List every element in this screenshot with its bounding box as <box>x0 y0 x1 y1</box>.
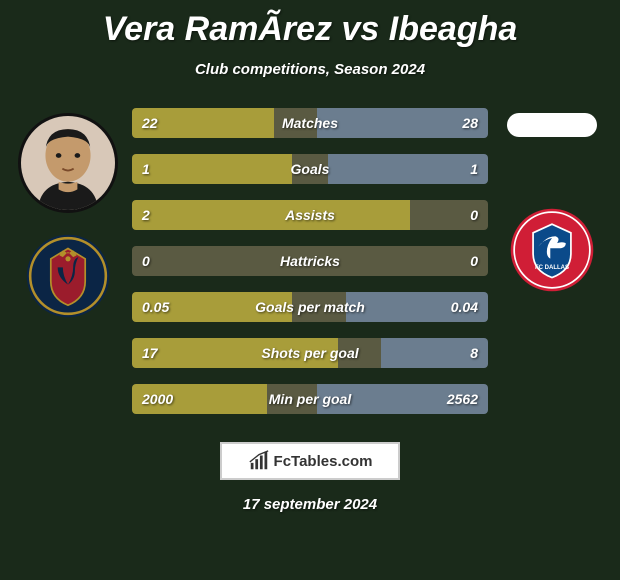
player-left-club-logo <box>25 233 111 319</box>
stat-value-left: 2000 <box>142 391 173 407</box>
svg-text:FC DALLAS: FC DALLAS <box>535 265 569 271</box>
stat-value-right: 2562 <box>447 391 478 407</box>
player-right-photo-placeholder <box>507 113 597 137</box>
stat-value-left: 2 <box>142 207 150 223</box>
stat-label: Hattricks <box>280 253 340 269</box>
stat-value-right: 0.04 <box>451 299 478 315</box>
stat-row: Hattricks 0 0 <box>132 246 488 276</box>
footer-brand-badge: FcTables.com <box>220 442 400 480</box>
left-column <box>8 108 128 414</box>
stat-value-right: 28 <box>462 115 478 131</box>
stat-value-left: 0.05 <box>142 299 169 315</box>
player-right-club-logo: FC DALLAS <box>509 207 595 293</box>
stat-row: Goals 1 1 <box>132 154 488 184</box>
stat-value-right: 8 <box>470 345 478 361</box>
stat-value-right: 0 <box>470 207 478 223</box>
stat-row: Assists 2 0 <box>132 200 488 230</box>
player-left-photo <box>18 113 118 213</box>
stat-bar-right <box>328 154 488 184</box>
stat-value-left: 1 <box>142 161 150 177</box>
stat-row: Min per goal 2000 2562 <box>132 384 488 414</box>
stat-value-left: 17 <box>142 345 158 361</box>
comparison-content: Matches 22 28 Goals 1 1 Assists 2 0 Hattricks 0 0 Go… <box>0 108 620 414</box>
stat-bar-left <box>132 154 292 184</box>
stat-label: Goals <box>291 161 330 177</box>
footer-date: 17 september 2024 <box>0 496 620 513</box>
stat-row: Goals per match 0.05 0.04 <box>132 292 488 322</box>
stat-value-left: 0 <box>142 253 150 269</box>
footer-brand-text: FcTables.com <box>274 453 373 470</box>
stat-label: Assists <box>285 207 335 223</box>
stat-value-right: 0 <box>470 253 478 269</box>
stat-label: Min per goal <box>269 391 351 407</box>
stat-label: Matches <box>282 115 338 131</box>
stat-value-left: 22 <box>142 115 158 131</box>
stat-bar-left <box>132 200 410 230</box>
stat-label: Goals per match <box>255 299 365 315</box>
stat-value-right: 1 <box>470 161 478 177</box>
stat-row: Matches 22 28 <box>132 108 488 138</box>
stats-column: Matches 22 28 Goals 1 1 Assists 2 0 Hattricks 0 0 Go… <box>128 108 492 414</box>
right-column: FC DALLAS <box>492 108 612 414</box>
chart-icon <box>248 450 270 472</box>
stat-row: Shots per goal 17 8 <box>132 338 488 368</box>
page-title: Vera RamÃ­rez vs Ibeagha <box>0 0 620 49</box>
stat-label: Shots per goal <box>261 345 358 361</box>
page-subtitle: Club competitions, Season 2024 <box>0 61 620 78</box>
